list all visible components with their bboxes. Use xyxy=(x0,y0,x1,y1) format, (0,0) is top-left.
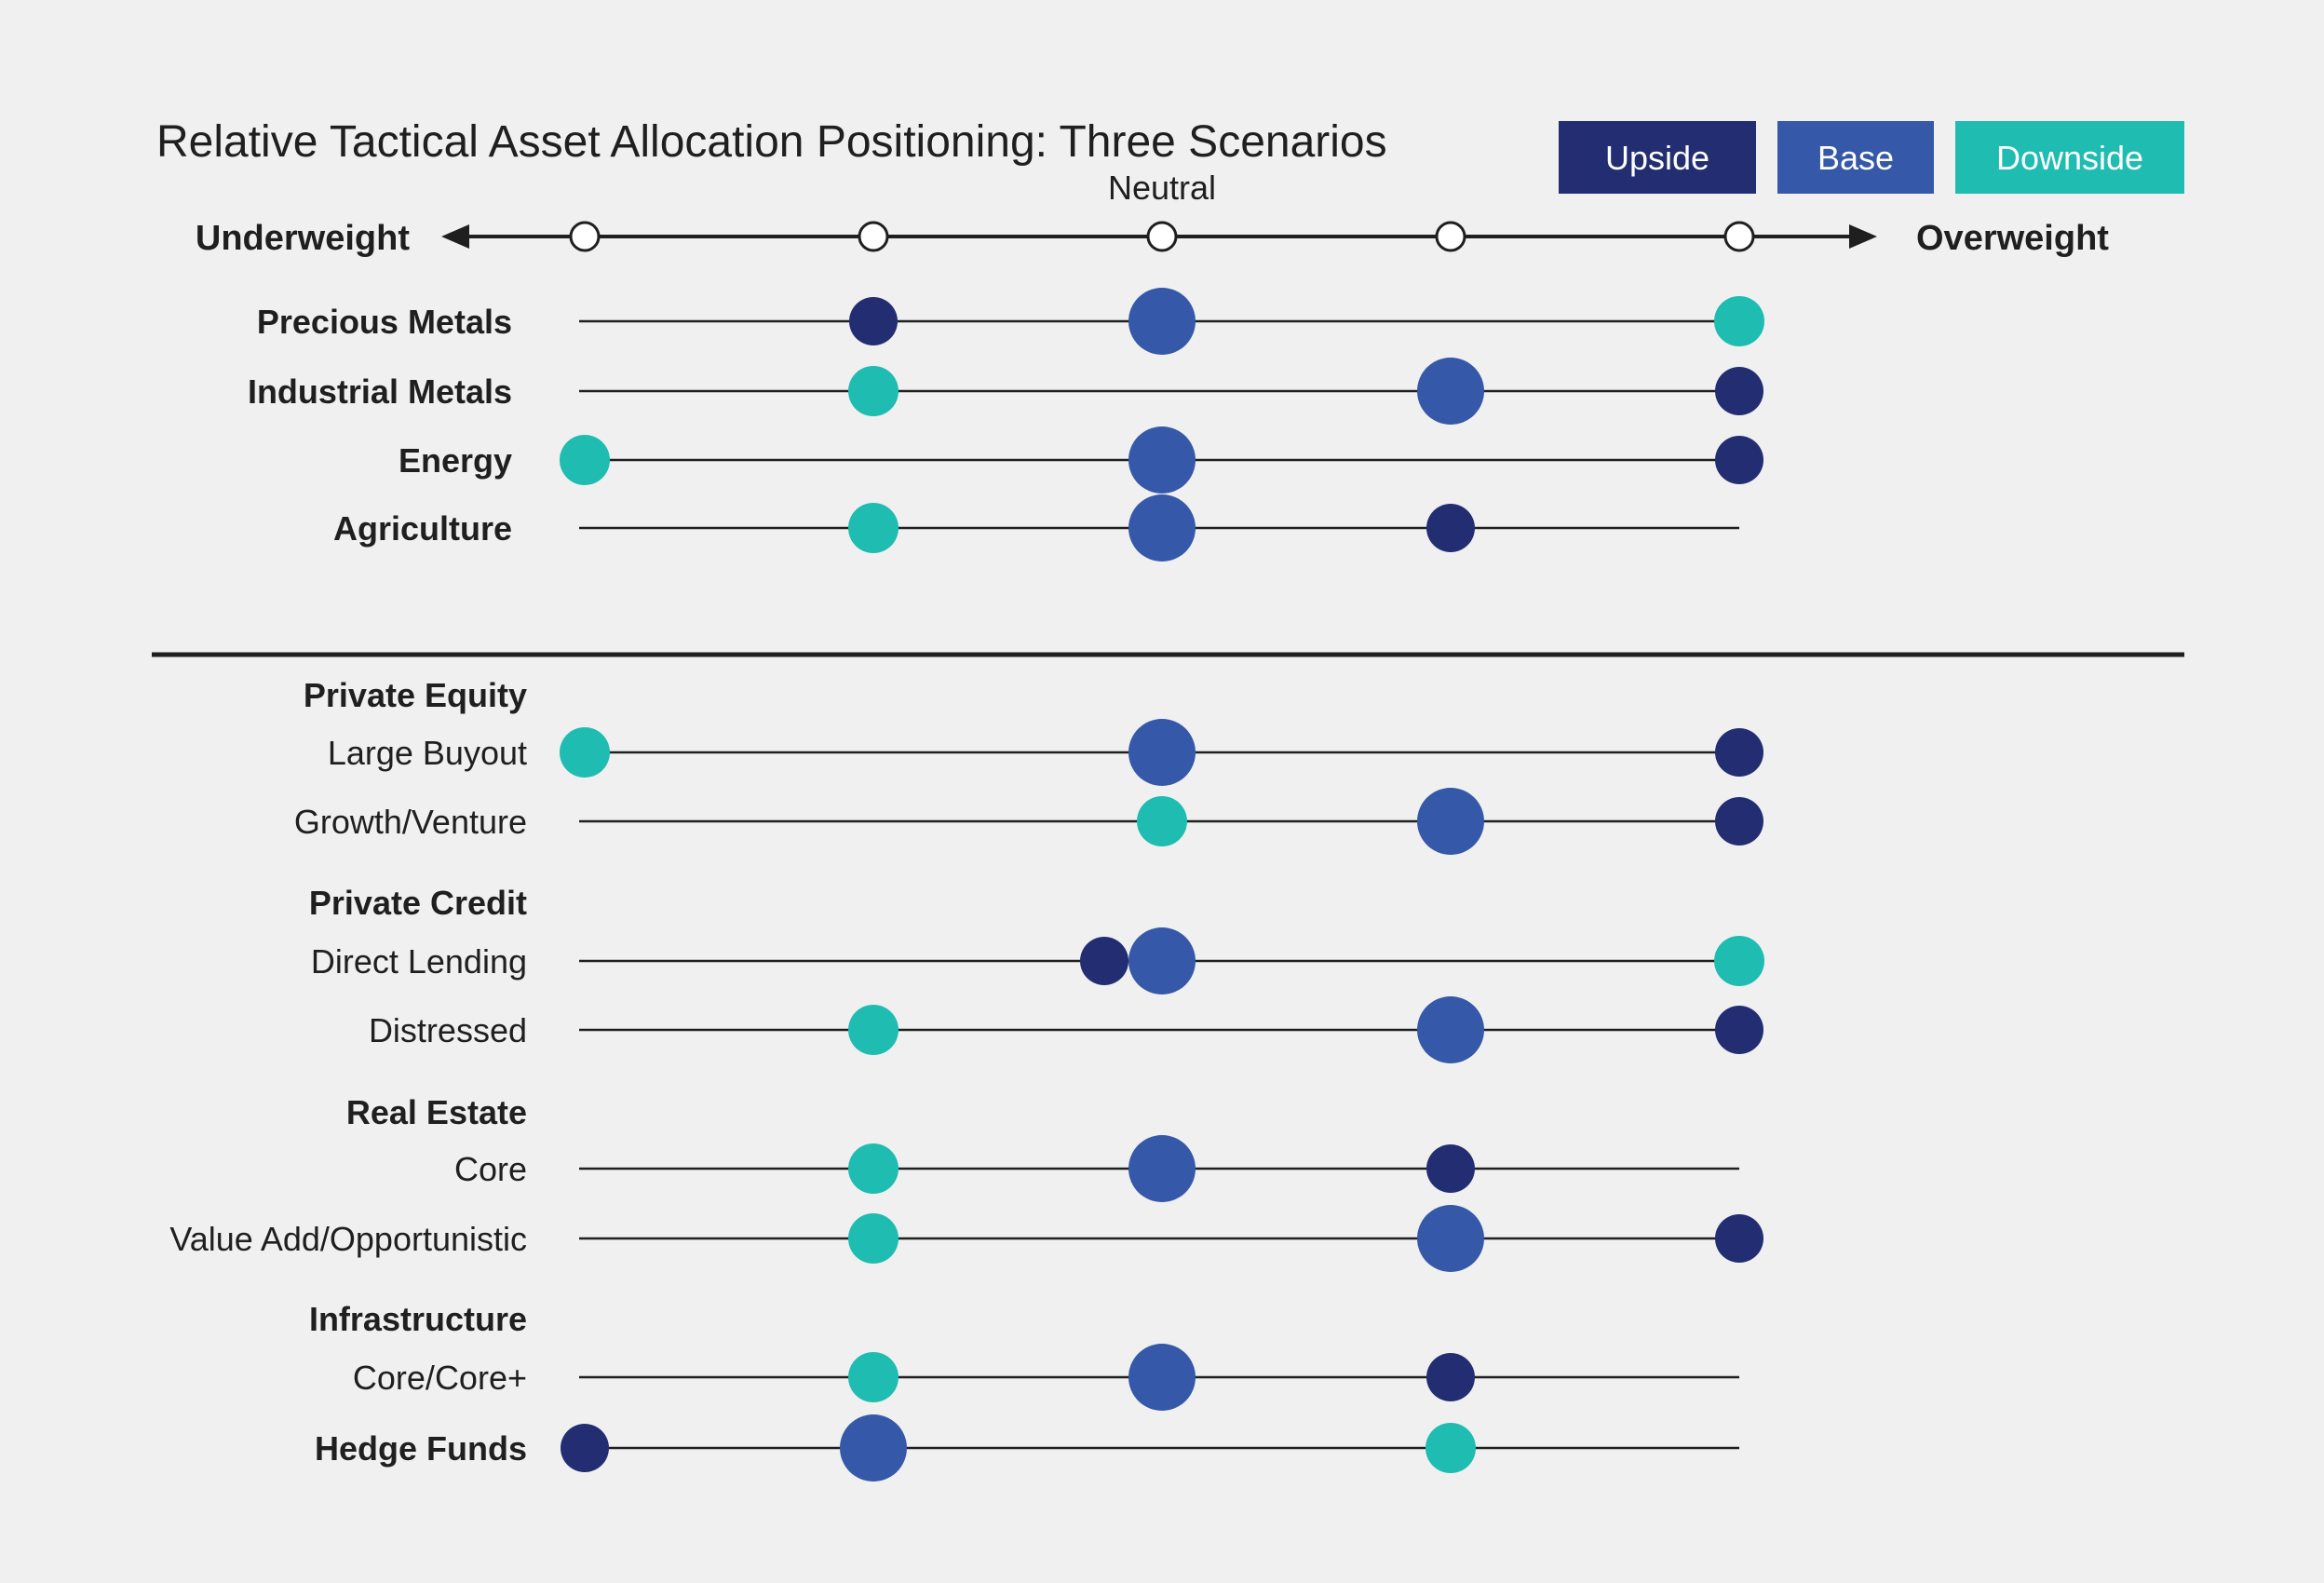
marker-base-core xyxy=(1128,1135,1196,1202)
legend-swatch-upside xyxy=(1559,121,1756,194)
marker-upside-industrial-metals xyxy=(1715,367,1763,415)
marker-upside-growth-venture xyxy=(1715,797,1763,846)
marker-base-energy xyxy=(1128,426,1196,494)
scale-tick-marker xyxy=(858,221,889,252)
marker-downside-energy xyxy=(560,435,610,485)
marker-upside-direct-lending xyxy=(1080,937,1128,985)
marker-base-distressed xyxy=(1417,996,1484,1063)
marker-downside-direct-lending xyxy=(1714,936,1764,986)
marker-upside-value-add-opportunistic xyxy=(1715,1214,1763,1263)
marker-downside-industrial-metals xyxy=(848,366,899,416)
marker-base-large-buyout xyxy=(1128,719,1196,786)
marker-base-value-add-opportunistic xyxy=(1417,1205,1484,1272)
marker-base-industrial-metals xyxy=(1417,358,1484,425)
marker-downside-large-buyout xyxy=(560,727,610,778)
row-label-growth-venture: Growth/Venture xyxy=(294,803,527,841)
group-heading-private-credit: Private Credit xyxy=(309,884,527,922)
marker-base-core-core xyxy=(1128,1344,1196,1411)
group-heading-private-equity: Private Equity xyxy=(304,676,527,714)
marker-base-agriculture xyxy=(1128,494,1196,561)
marker-downside-growth-venture xyxy=(1137,796,1187,846)
left-arrow-icon xyxy=(441,224,469,249)
neutral-label: Neutral xyxy=(1108,169,1216,207)
marker-upside-agriculture xyxy=(1426,504,1475,552)
overweight-label: Overweight xyxy=(1916,219,2109,258)
row-label-value-add-opportunistic: Value Add/Opportunistic xyxy=(169,1220,527,1258)
legend-label-base: Base xyxy=(1817,139,1894,177)
marker-downside-precious-metals xyxy=(1714,296,1764,346)
legend-label-downside: Downside xyxy=(1996,139,2143,177)
scale-tick-marker xyxy=(1435,221,1466,252)
group-heading-real-estate: Real Estate xyxy=(346,1093,527,1131)
marker-downside-agriculture xyxy=(848,503,899,553)
marker-base-hedge-funds xyxy=(840,1414,907,1482)
underweight-label: Underweight xyxy=(196,219,410,258)
row-label-agriculture: Agriculture xyxy=(333,509,512,548)
row-label-distressed: Distressed xyxy=(369,1011,527,1049)
marker-base-growth-venture xyxy=(1417,788,1484,855)
row-label-direct-lending: Direct Lending xyxy=(311,942,527,981)
row-label-precious-metals: Precious Metals xyxy=(257,303,512,341)
row-label-industrial-metals: Industrial Metals xyxy=(248,372,512,411)
marker-downside-core-core xyxy=(848,1352,899,1402)
marker-downside-core xyxy=(848,1143,899,1194)
row-label-hedge-funds: Hedge Funds xyxy=(315,1429,527,1468)
marker-upside-distressed xyxy=(1715,1006,1763,1054)
marker-upside-energy xyxy=(1715,436,1763,484)
row-label-large-buyout: Large Buyout xyxy=(328,734,527,772)
legend-swatch-base xyxy=(1777,121,1934,194)
marker-base-precious-metals xyxy=(1128,288,1196,355)
chart-title: Relative Tactical Asset Allocation Posit… xyxy=(156,117,1387,167)
scale-tick-marker xyxy=(1723,221,1755,252)
row-label-core-core: Core/Core+ xyxy=(353,1359,527,1397)
marker-downside-value-add-opportunistic xyxy=(848,1213,899,1264)
marker-downside-distressed xyxy=(848,1005,899,1055)
scale-tick-marker xyxy=(569,221,601,252)
marker-upside-core-core xyxy=(1426,1353,1475,1401)
marker-downside-hedge-funds xyxy=(1425,1423,1476,1473)
group-heading-infrastructure: Infrastructure xyxy=(309,1300,527,1338)
marker-upside-hedge-funds xyxy=(561,1424,609,1472)
right-arrow-icon xyxy=(1849,224,1877,249)
row-label-core: Core xyxy=(454,1150,527,1188)
legend-label-upside: Upside xyxy=(1605,139,1709,177)
marker-upside-precious-metals xyxy=(849,297,898,345)
row-label-energy: Energy xyxy=(399,441,512,480)
scale-tick-marker xyxy=(1146,221,1178,252)
marker-base-direct-lending xyxy=(1128,927,1196,994)
legend-swatch-downside xyxy=(1955,121,2184,194)
marker-upside-large-buyout xyxy=(1715,728,1763,777)
marker-upside-core xyxy=(1426,1144,1475,1193)
